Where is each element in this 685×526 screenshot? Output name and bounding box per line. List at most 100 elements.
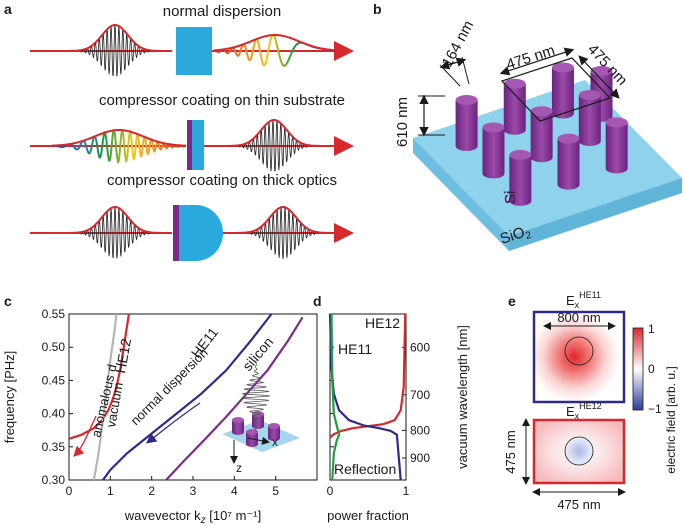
he11-label: HE11 [188,324,222,361]
pillar [455,95,478,151]
xlabel-unit: [10⁷ m⁻¹] [206,508,262,523]
panel-d-label: d [313,293,322,309]
c-xtick-label: 4 [231,484,238,498]
chart-d-right-label: vacuum wavelength [nm] [455,325,470,469]
he11-core-outline [564,336,594,366]
row3-caption: compressor coating on thick optics [107,172,337,189]
chart-c-ylabel: frequency [PHz] [2,351,17,444]
colorbar-label: electric field [arb. u.] [664,366,678,473]
substrate-side [509,178,682,251]
bottom-title-sub: x [575,411,580,421]
row3-pulse-out [230,207,336,260]
thick-lens [179,205,223,261]
colorbar-tick-bottom: −1 [648,402,662,416]
cell-width-label: 475 nm [557,497,600,512]
d-series-he12 [329,313,407,439]
row3-envelope-out [230,206,336,234]
field-bottom-title: ExHE12 [566,401,602,421]
c-ytick-label: 0.45 [42,373,66,387]
pillar [503,78,526,135]
diam-ext-2 [461,56,470,85]
d-series-reflection [330,313,341,481]
pillar [551,62,574,119]
colorbar-tick-top: 1 [648,322,655,336]
pillar [557,133,580,190]
panel-b: b 610 nm 164 nm 475 nm 475 nm Si SiO2 [373,1,682,251]
c-series-vacuum [92,313,118,481]
colorbar [632,327,644,411]
inset-pulse [242,359,270,433]
inset-metasurface: x z [222,359,300,475]
c-xtick-label: 3 [190,484,197,498]
c-ytick-label: 0.55 [42,307,66,321]
diameter-dimension [439,57,467,70]
c-xtick-label: 0 [66,484,73,498]
silicon-label: silicon [239,334,276,374]
top-title-sup: HE11 [579,290,601,300]
panel-d: d 0 1 600 700 800 900 power fraction vacuum w… [313,293,470,523]
chart-d-frame [329,313,407,481]
si-label: Si [502,191,519,204]
panel-c: c 0 1 2 3 4 5 0.30 0.35 0.40 0.45 0.50 0.55 frequen… [2,293,318,526]
thick-coating [173,205,179,261]
d-rtick-label: 800 [410,423,430,437]
chart-d-xlabel: power fraction [327,508,409,523]
inset-pillar [246,429,258,447]
inset-pillar [268,423,280,441]
pitch-x-dimension [499,47,575,76]
row1-caption: normal dispersion [163,3,281,20]
bottom-title-sup: HE12 [579,401,602,411]
d-series-he11 [328,313,402,481]
row2-caption: compressor coating on thin substrate [99,92,345,109]
c-series-he12 [68,313,130,440]
inset-x-axis [247,436,270,445]
panel-b-label: b [373,1,382,17]
panel-a-label: a [4,1,12,17]
row1-envelope-out [213,34,337,52]
chart-c-series [68,313,304,481]
colorbar-tick-mid: 0 [648,362,655,376]
d-he11-label: HE11 [338,341,372,357]
c-series-silicon [165,316,304,481]
top-title-sub: x [575,300,580,310]
pitch-y-dimension [578,55,620,99]
pillar [509,149,532,206]
inset-pillar [252,411,264,429]
pillar [482,122,505,179]
d-rtick-label: 600 [410,340,430,354]
thin-substrate [192,120,204,170]
row1-envelope-in [60,24,170,52]
d-reflection-label: Reflection [334,461,396,477]
panel-c-label: c [4,293,12,309]
chart-c-ticks: 0 1 2 3 4 5 0.30 0.35 0.40 0.45 0.50 0.55 [42,307,280,498]
c-xtick-label: 2 [148,484,155,498]
cell-height-label: 475 nm [503,430,518,473]
c-xtick-label: 5 [272,484,279,498]
c-xtick-label: 1 [107,484,114,498]
he12-label: HE12 [112,337,134,374]
inset-pillar [232,417,244,435]
xlabel-sub: z [200,515,206,526]
chart-c-xlabel: wavevector kz [10⁷ m⁻¹] [124,508,262,526]
sio2-main: SiO [498,224,527,248]
panel-a: a normal dispersion compressor coating o… [4,1,354,261]
bottom-title-main: E [566,404,575,419]
he12-core [564,436,594,466]
d-xtick-label: 0 [327,484,334,498]
row3-envelope-in [60,206,170,234]
normal-arrow [145,402,201,444]
d-he12-label: HE12 [365,315,400,331]
pitch-x-label: 475 nm [504,42,557,74]
substrate-front [413,138,509,251]
core-size-label: 800 nm [557,310,600,325]
chart-d-series [328,313,407,481]
pillar-height-label: 610 nm [394,97,411,147]
anomalous-arrow [73,415,97,457]
inset-z-label: z [236,461,242,475]
pillar [530,106,553,163]
inset-x-label: x [272,435,278,449]
row2-envelope-out [218,119,330,147]
chart-d-ticks: 0 1 600 700 800 900 [327,313,430,498]
sio2-sub: 2 [524,230,533,242]
